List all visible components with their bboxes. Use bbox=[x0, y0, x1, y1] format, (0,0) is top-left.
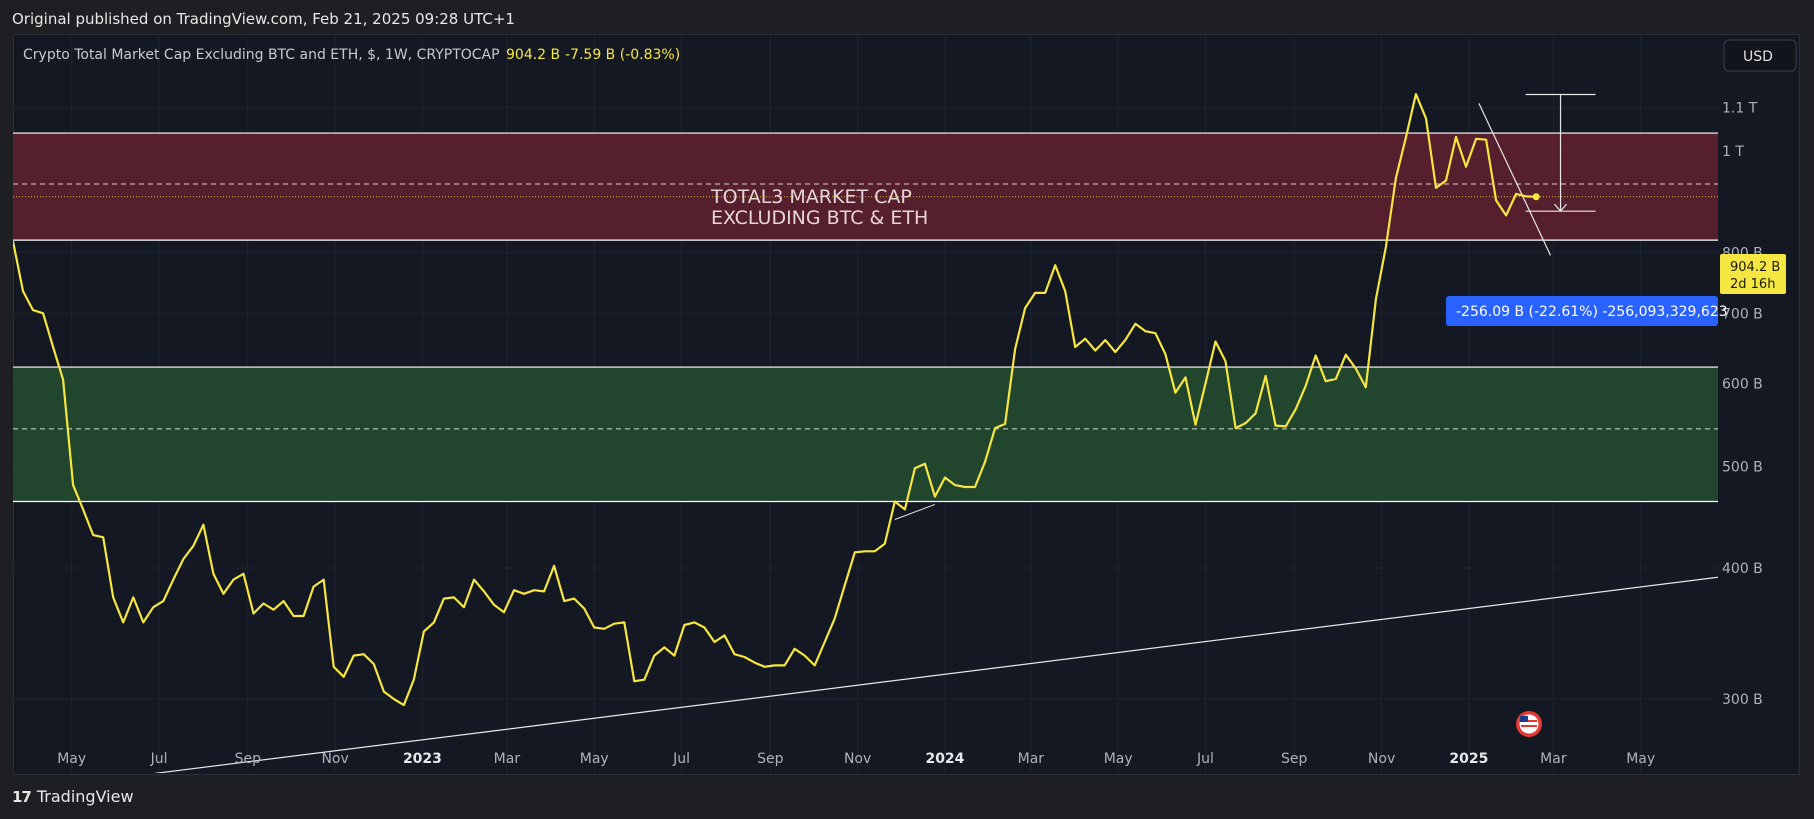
chart-panel[interactable] bbox=[13, 34, 1800, 775]
tradingview-logo[interactable]: 17 TradingView bbox=[12, 787, 134, 806]
tradingview-logo-icon: 17 bbox=[12, 787, 32, 806]
tradingview-brand: TradingView bbox=[36, 787, 134, 806]
published-caption: Original published on TradingView.com, F… bbox=[12, 10, 515, 28]
